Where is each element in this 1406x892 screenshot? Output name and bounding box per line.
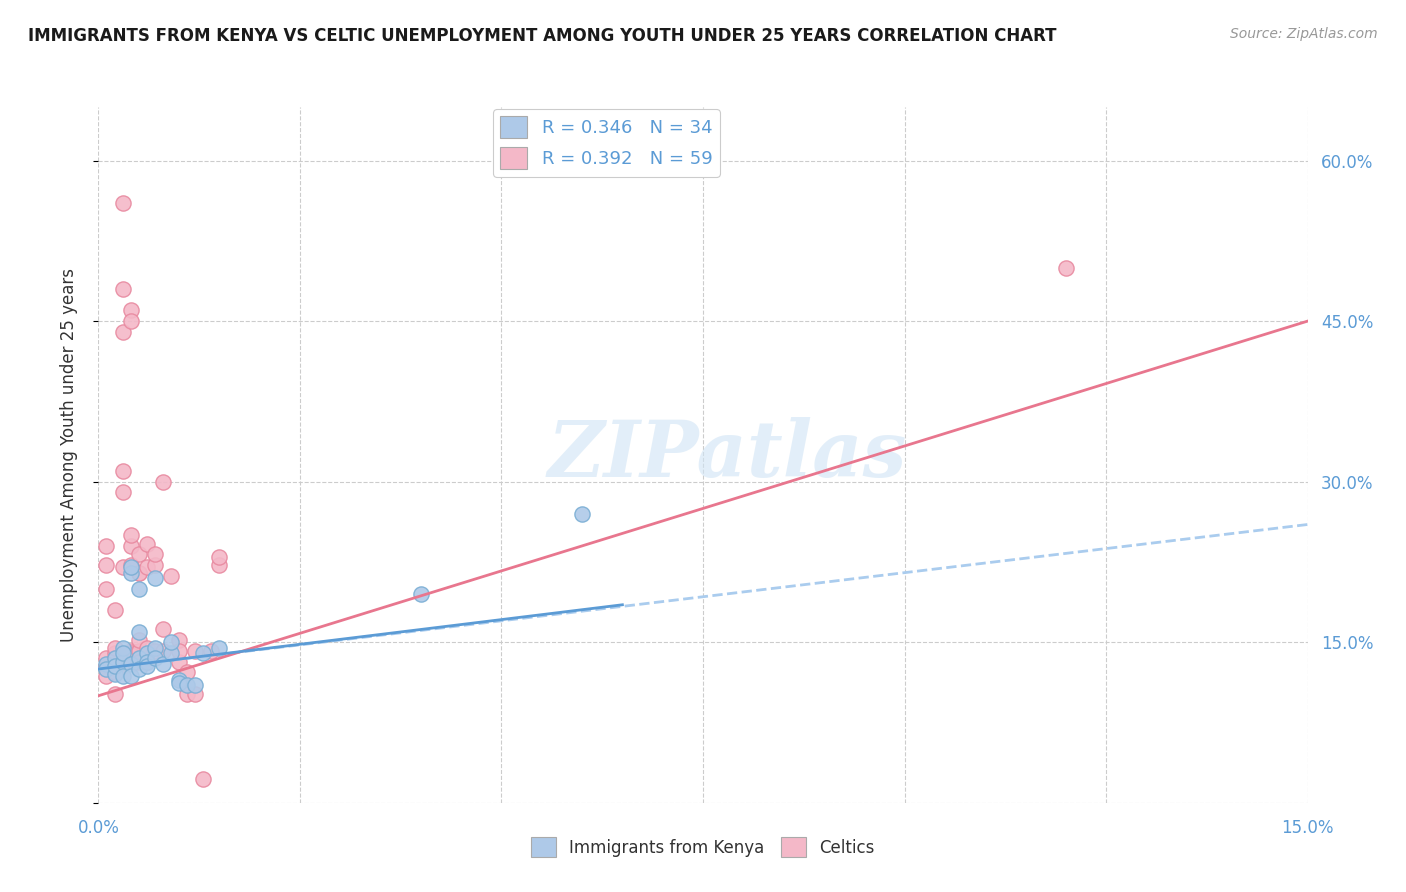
Point: [103, 646, 125, 660]
Point: [143, 644, 166, 658]
Point: [120, 651, 142, 665]
Point: [96, 582, 118, 596]
Point: [111, 655, 134, 669]
Point: [120, 303, 142, 318]
Point: [111, 669, 134, 683]
Point: [193, 772, 215, 787]
Point: [135, 658, 157, 673]
Point: [152, 657, 174, 671]
Point: [135, 646, 157, 660]
Point: [143, 571, 166, 585]
Point: [184, 644, 207, 658]
Point: [160, 646, 183, 660]
Point: [143, 640, 166, 655]
Point: [176, 665, 198, 680]
Point: [128, 624, 150, 639]
Point: [1054, 260, 1077, 275]
Point: [111, 196, 134, 211]
Point: [103, 657, 125, 671]
Point: [120, 314, 142, 328]
Point: [111, 325, 134, 339]
Point: [103, 667, 125, 681]
Point: [96, 658, 118, 673]
Point: [135, 560, 157, 574]
Point: [128, 633, 150, 648]
Point: [103, 640, 125, 655]
Point: [135, 537, 157, 551]
Point: [208, 640, 231, 655]
Point: [111, 655, 134, 669]
Point: [120, 558, 142, 573]
Point: [143, 651, 166, 665]
Point: [96, 651, 118, 665]
Legend: Immigrants from Kenya, Celtics: Immigrants from Kenya, Celtics: [524, 830, 882, 864]
Point: [111, 646, 134, 660]
Point: [103, 687, 125, 701]
Point: [103, 665, 125, 680]
Point: [120, 560, 142, 574]
Point: [128, 651, 150, 665]
Point: [128, 655, 150, 669]
Point: [128, 662, 150, 676]
Point: [111, 560, 134, 574]
Text: ZIPatlas: ZIPatlas: [547, 417, 907, 493]
Point: [571, 507, 593, 521]
Point: [176, 678, 198, 692]
Point: [111, 464, 134, 478]
Point: [103, 651, 125, 665]
Point: [128, 566, 150, 580]
Point: [120, 648, 142, 662]
Point: [167, 644, 190, 658]
Point: [167, 633, 190, 648]
Point: [152, 644, 174, 658]
Point: [152, 475, 174, 489]
Point: [120, 539, 142, 553]
Point: [103, 658, 125, 673]
Point: [120, 669, 142, 683]
Point: [96, 657, 118, 671]
Point: [96, 662, 118, 676]
Point: [111, 485, 134, 500]
Point: [184, 678, 207, 692]
Point: [120, 644, 142, 658]
Point: [128, 582, 150, 596]
Point: [103, 651, 125, 665]
Point: [111, 640, 134, 655]
Point: [184, 687, 207, 701]
Point: [135, 655, 157, 669]
Point: [176, 687, 198, 701]
Point: [193, 646, 215, 660]
Point: [96, 539, 118, 553]
Point: [135, 655, 157, 669]
Point: [208, 549, 231, 564]
Text: IMMIGRANTS FROM KENYA VS CELTIC UNEMPLOYMENT AMONG YOUTH UNDER 25 YEARS CORRELAT: IMMIGRANTS FROM KENYA VS CELTIC UNEMPLOY…: [28, 27, 1057, 45]
Point: [143, 548, 166, 562]
Text: Source: ZipAtlas.com: Source: ZipAtlas.com: [1230, 27, 1378, 41]
Point: [120, 646, 142, 660]
Point: [111, 282, 134, 296]
Point: [208, 558, 231, 573]
Point: [128, 566, 150, 580]
Point: [143, 558, 166, 573]
Point: [111, 658, 134, 673]
Point: [160, 635, 183, 649]
Point: [96, 558, 118, 573]
Point: [167, 673, 190, 687]
Y-axis label: Unemployment Among Youth under 25 years: Unemployment Among Youth under 25 years: [59, 268, 77, 642]
Point: [128, 548, 150, 562]
Point: [120, 657, 142, 671]
Point: [200, 644, 222, 658]
Point: [152, 623, 174, 637]
Point: [160, 569, 183, 583]
Point: [167, 676, 190, 690]
Point: [128, 644, 150, 658]
Point: [103, 603, 125, 617]
Point: [120, 528, 142, 542]
Point: [167, 655, 190, 669]
Point: [135, 640, 157, 655]
Point: [409, 587, 432, 601]
Point: [120, 566, 142, 580]
Point: [96, 669, 118, 683]
